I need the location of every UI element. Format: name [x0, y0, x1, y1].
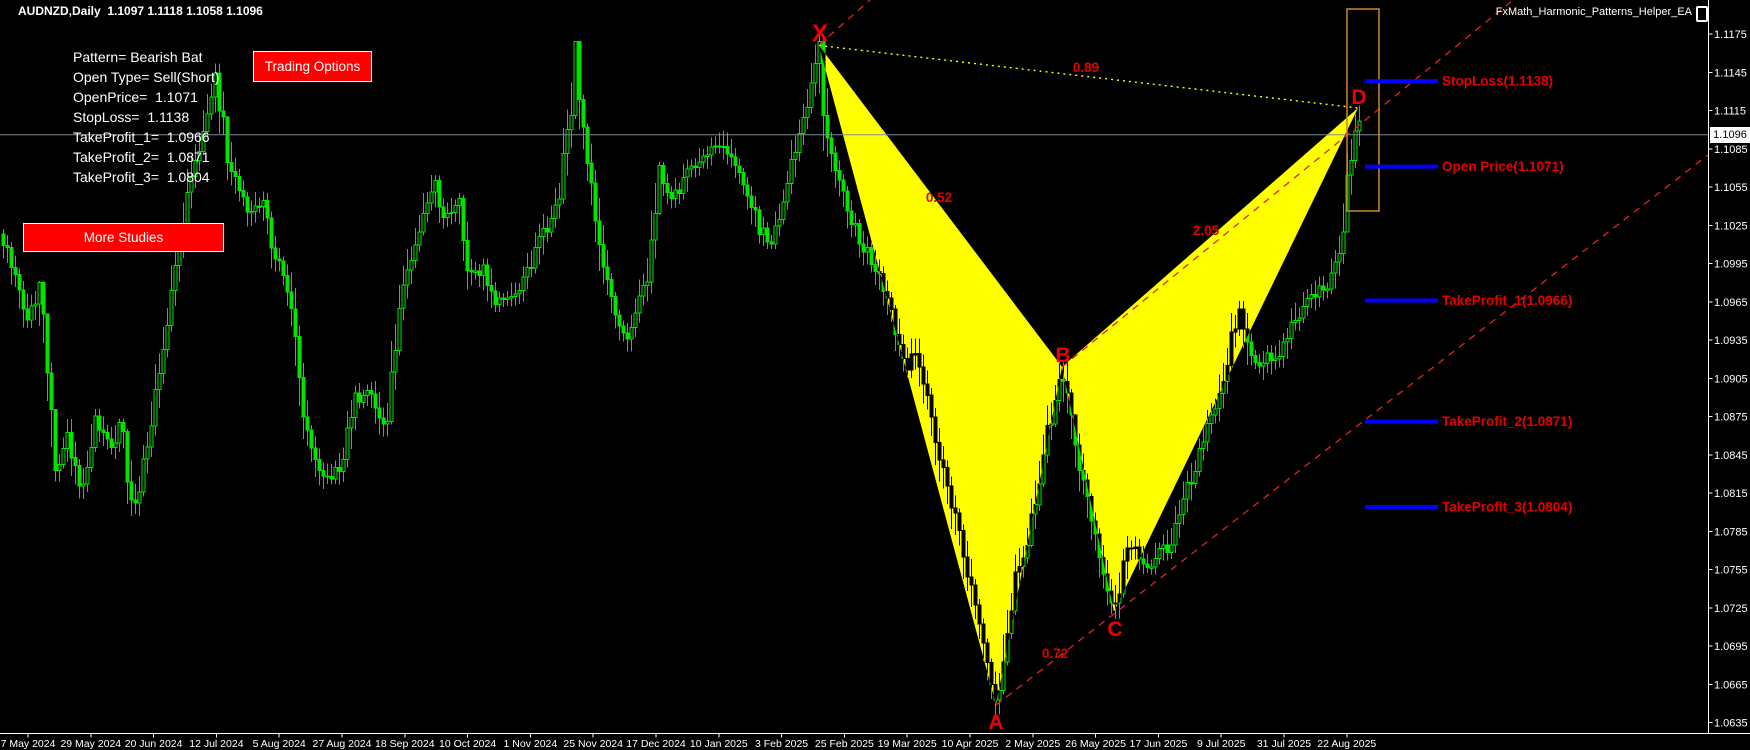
date-label: 17 Dec 2024 — [626, 738, 686, 750]
trade-level-label: TakeProfit_3(1.0804) — [1442, 500, 1572, 515]
y-axis-label: 1.1175 — [1714, 29, 1747, 41]
ratio-label: 0.72 — [1042, 646, 1068, 661]
date-label: 27 Aug 2024 — [313, 738, 372, 750]
xd-dotted-line[interactable] — [818, 44, 1359, 109]
pattern-point-label-b: B — [1055, 344, 1070, 367]
ea-status-icon — [1696, 6, 1708, 22]
y-axis-label: 1.0695 — [1714, 641, 1748, 653]
more-studies-button[interactable]: More Studies — [23, 223, 224, 252]
y-axis-label: 1.0965 — [1714, 297, 1748, 309]
pattern-point-label-x: X — [812, 20, 828, 47]
candles-group — [1, 34, 1362, 715]
info-line: TakeProfit_3= 1.0804 — [73, 169, 210, 185]
y-axis-label: 1.0725 — [1714, 603, 1748, 615]
y-axis-label: 1.0995 — [1714, 259, 1748, 271]
info-line: Open Type= Sell(Short) — [73, 69, 220, 85]
date-label: 10 Jan 2025 — [690, 738, 748, 750]
y-axis-label: 1.0785 — [1714, 526, 1748, 538]
y-axis-label: 1.0755 — [1714, 565, 1748, 577]
y-axis-label: 1.1085 — [1714, 144, 1748, 156]
trading-options-button[interactable]: Trading Options — [253, 51, 372, 82]
date-label: 25 Feb 2025 — [815, 738, 874, 750]
date-label: 22 Aug 2025 — [1317, 738, 1376, 750]
info-line: OpenPrice= 1.1071 — [73, 89, 198, 105]
date-label: 12 Jul 2024 — [189, 738, 243, 750]
date-label: 10 Oct 2024 — [439, 738, 496, 750]
harmonic-pattern-shape[interactable] — [819, 45, 1358, 705]
red-dashed-trendline[interactable] — [818, 0, 871, 46]
chart-title: AUDNZD,Daily 1.1097 1.1118 1.1058 1.1096 — [18, 4, 263, 18]
y-axis-label: 1.1055 — [1714, 182, 1748, 194]
y-axis-labels[interactable]: 1.1175 1.1145 1.1115 1.1085 1.1055 1.1025 1.09… — [1708, 29, 1748, 730]
date-label: 2 May 2025 — [1005, 738, 1060, 750]
date-label: 17 Jun 2025 — [1129, 738, 1187, 750]
ratio-label: 0.89 — [1073, 60, 1099, 75]
info-line: TakeProfit_1= 1.0966 — [73, 129, 210, 145]
trade-level-label: TakeProfit_1(1.0966) — [1442, 293, 1572, 308]
ea-name: FxMath_Harmonic_Patterns_Helper_EA — [1495, 6, 1692, 18]
ratio-label: 2.05 — [1193, 223, 1220, 238]
y-axis-label: 1.1115 — [1714, 106, 1746, 118]
date-label: 10 Apr 2025 — [942, 738, 999, 750]
date-label: 25 Nov 2024 — [563, 738, 623, 750]
date-label: 26 May 2025 — [1065, 738, 1126, 750]
y-axis-label: 1.0815 — [1714, 488, 1748, 500]
info-line: Pattern= Bearish Bat — [73, 49, 203, 65]
trade-level-label: StopLoss(1.1138) — [1442, 74, 1553, 89]
red-dashed-trendline[interactable] — [1061, 0, 1514, 368]
trade-level-label: TakeProfit_2(1.0871) — [1442, 414, 1572, 429]
ratio-label: 0.52 — [926, 190, 952, 205]
current-price-box: 1.1096 — [1710, 127, 1750, 143]
pattern-point-label-a: A — [988, 711, 1003, 734]
date-label: 18 Sep 2024 — [375, 738, 435, 750]
red-dashed-trendline[interactable] — [995, 154, 1709, 706]
info-line: StopLoss= 1.1138 — [73, 109, 190, 125]
y-axis-label: 1.0905 — [1714, 373, 1748, 385]
trade-levels: StopLoss(1.1138) Open Price(1.1071) TakePr… — [1365, 74, 1572, 515]
y-axis-label: 1.0845 — [1714, 450, 1748, 462]
pattern-point-label-d: D — [1351, 86, 1366, 109]
date-label: 9 Jul 2025 — [1197, 738, 1246, 750]
info-line: TakeProfit_2= 1.0871 — [73, 149, 210, 165]
y-axis-label: 1.0935 — [1714, 335, 1748, 347]
y-axis-label: 1.1025 — [1714, 220, 1748, 232]
date-label: 1 Nov 2024 — [504, 738, 558, 750]
date-label: 31 Jul 2025 — [1257, 738, 1311, 750]
date-label: 5 Aug 2024 — [253, 738, 306, 750]
y-axis-label: 1.1145 — [1714, 67, 1747, 79]
pattern-point-label-c: C — [1107, 618, 1122, 641]
y-axis-label: 1.0635 — [1714, 718, 1748, 730]
date-label: 29 May 2024 — [60, 738, 121, 750]
y-axis-label: 1.0665 — [1714, 679, 1748, 691]
pattern-info-panel: Pattern= Bearish Bat Open Type= Sell(Shor… — [73, 47, 219, 187]
trade-level-label: Open Price(1.1071) — [1442, 159, 1564, 174]
date-label: 7 May 2024 — [1, 738, 56, 750]
y-axis-label: 1.0875 — [1714, 412, 1748, 424]
date-label: 3 Feb 2025 — [755, 738, 808, 750]
pattern-completion-box[interactable] — [1346, 8, 1380, 212]
date-label: 19 Mar 2025 — [878, 738, 937, 750]
date-label: 20 Jun 2024 — [125, 738, 183, 750]
x-axis-labels[interactable]: 7 May 2024 29 May 2024 20 Jun 2024 12 Jul 2… — [1, 733, 1377, 750]
